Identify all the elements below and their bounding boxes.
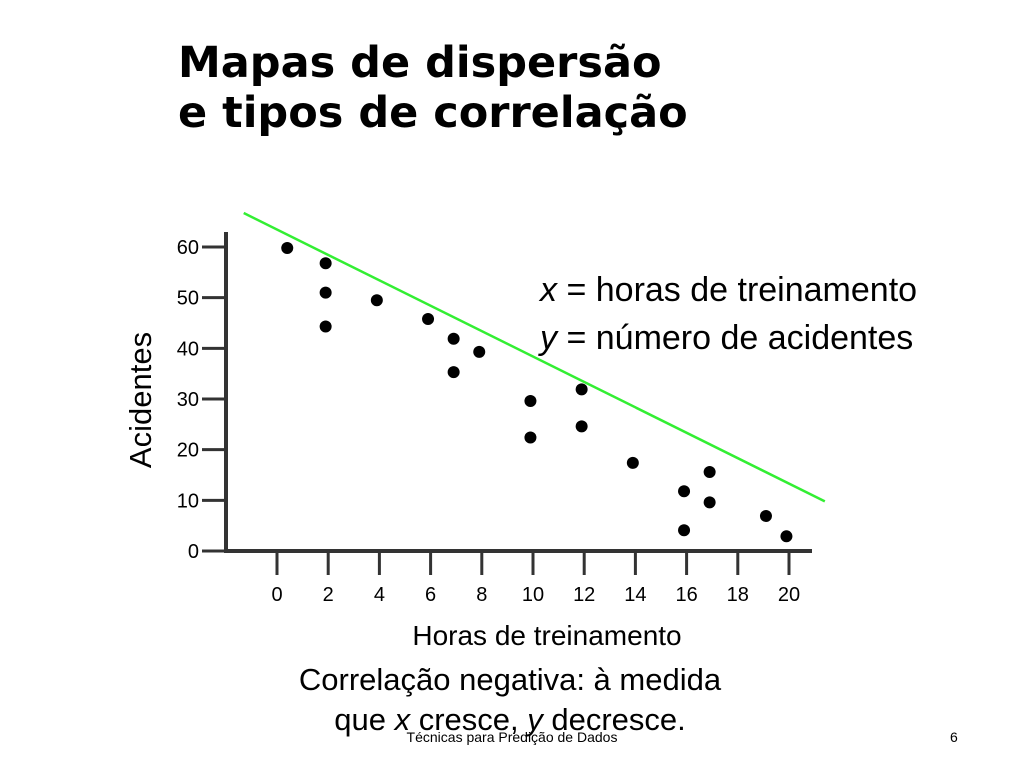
data-point xyxy=(524,395,537,408)
data-point xyxy=(678,485,691,498)
footer-text: Técnicas para Predição de Dados xyxy=(406,729,618,745)
caption-text-a: que xyxy=(334,702,395,737)
page-number: 6 xyxy=(950,729,958,745)
legend-y-desc: = número de acidentes xyxy=(557,319,914,357)
x-tick-label: 10 xyxy=(522,584,544,606)
x-tick-label: 16 xyxy=(675,584,697,606)
trend-line-group xyxy=(243,211,826,503)
data-point xyxy=(319,286,332,299)
x-tick-label: 8 xyxy=(476,584,487,606)
axes: 0 10 20 30 40 50 60 0 2 4 6 8 10 12 14 16 18 20 xyxy=(177,232,812,606)
caption-y-var: y xyxy=(527,702,543,737)
data-point xyxy=(678,524,691,537)
data-point xyxy=(575,420,588,433)
caption-text-b: cresce, xyxy=(410,702,528,737)
legend-x-var: x xyxy=(540,271,557,309)
y-tick-label: 30 xyxy=(177,389,199,411)
data-point xyxy=(703,496,716,509)
y-tick-label: 60 xyxy=(177,237,199,259)
data-point xyxy=(626,456,639,469)
data-point xyxy=(447,366,460,379)
x-tick-label: 0 xyxy=(271,584,282,606)
trend-line xyxy=(243,211,826,503)
y-tick-label: 10 xyxy=(177,490,199,512)
x-tick-label: 2 xyxy=(323,584,334,606)
caption: Correlação negativa: à medida que x cres… xyxy=(220,660,800,740)
data-point xyxy=(370,294,383,307)
x-tick-label: 12 xyxy=(573,584,595,606)
x-tick-label: 6 xyxy=(425,584,436,606)
legend-y-var: y xyxy=(540,319,557,357)
data-point xyxy=(473,345,486,358)
data-point xyxy=(780,530,793,543)
x-tick-label: 20 xyxy=(778,584,800,606)
data-points xyxy=(281,242,793,543)
data-point xyxy=(524,431,537,444)
data-point xyxy=(281,242,294,255)
title-line-1: Mapas de dispersão xyxy=(178,38,662,88)
caption-line-2: que x cresce, y decresce. xyxy=(220,700,800,740)
data-point xyxy=(422,312,435,325)
caption-line-1: Correlação negativa: à medida xyxy=(298,662,722,697)
slide-title: Mapas de dispersão e tipos de correlação xyxy=(178,38,688,138)
y-axis-label: Acidentes xyxy=(123,332,158,468)
data-point xyxy=(447,332,460,345)
y-tick-label: 40 xyxy=(177,338,199,360)
x-tick-label: 18 xyxy=(727,584,749,606)
x-tick-label: 14 xyxy=(624,584,646,606)
data-point xyxy=(319,257,332,270)
data-point xyxy=(703,465,716,478)
data-point xyxy=(759,510,772,523)
data-point xyxy=(319,320,332,333)
y-tick-label: 20 xyxy=(177,440,199,462)
variable-legend: x = horas de treinamento y = número de a… xyxy=(540,266,917,362)
x-axis-label: Horas de treinamento xyxy=(412,620,681,651)
caption-text-c: decresce. xyxy=(542,702,686,737)
y-tick-label: 50 xyxy=(177,288,199,310)
y-tick-label: 0 xyxy=(188,541,199,563)
caption-x-var: x xyxy=(394,702,411,737)
x-tick-label: 4 xyxy=(374,584,385,606)
data-point xyxy=(575,383,588,396)
legend-y-line: y = número de acidentes xyxy=(540,314,917,362)
legend-x-line: x = horas de treinamento xyxy=(540,266,917,314)
title-line-2: e tipos de correlação xyxy=(178,88,688,138)
legend-x-desc: = horas de treinamento xyxy=(557,271,918,309)
